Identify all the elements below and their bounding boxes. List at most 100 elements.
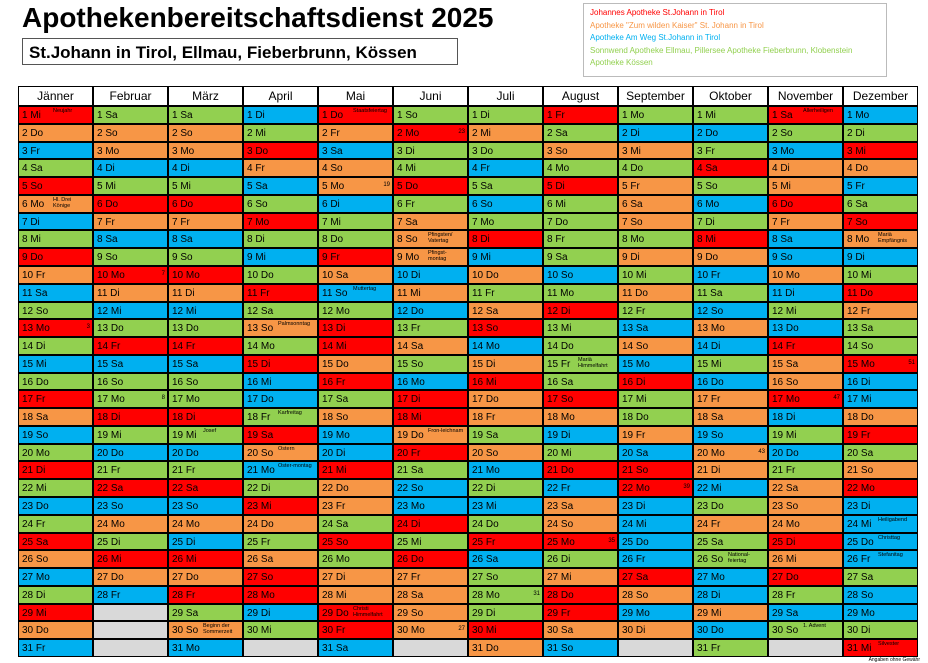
day-cell: 8 Di: [468, 230, 543, 249]
day-cell: 3 Sa: [318, 141, 393, 160]
day-cell: 11 Fr: [468, 283, 543, 302]
day-label: 27 Di: [322, 572, 346, 584]
day-label: 4 Di: [172, 163, 190, 175]
day-label: 27 Sa: [847, 572, 874, 584]
day-cell: 9 So: [93, 248, 168, 266]
day-cell: 20 Di: [318, 443, 393, 462]
day-label: 17 Fr: [697, 394, 721, 406]
day-cell: 26 Do: [393, 550, 468, 569]
day-cell: 19 Mi: [93, 425, 168, 444]
day-cell: 28 Fr: [168, 585, 243, 604]
day-label: 9 Di: [622, 252, 640, 264]
day-label: 12 So: [697, 305, 724, 317]
day-label: 11 Fr: [247, 287, 270, 299]
day-cell: 9 Mi: [468, 248, 543, 266]
month-header: August: [543, 86, 618, 106]
day-cell: 21 Sa: [393, 461, 468, 480]
day-cell: 17 Di: [393, 390, 468, 409]
day-label: 1 Fr: [547, 110, 565, 121]
day-label: 27 Mi: [547, 572, 572, 584]
day-label: 4 Mi: [397, 163, 416, 175]
day-label: 6 Mo: [22, 198, 45, 210]
day-label: 6 Di: [322, 198, 340, 210]
day-cell: 17 Mi: [843, 390, 918, 409]
day-cell: 12 So: [693, 301, 768, 320]
day-label: 1 Sa: [97, 110, 118, 121]
day-cell: 15 Do: [318, 354, 393, 373]
day-cell: 7 Sa: [393, 212, 468, 231]
day-label: 15 Mi: [22, 358, 47, 370]
day-label: 25 Fr: [247, 536, 271, 548]
day-label: 16 Sa: [547, 376, 574, 388]
day-cell: 11 Mi: [393, 283, 468, 302]
day-label: 5 Sa: [247, 181, 268, 193]
day-cell: 5 Di: [543, 177, 618, 195]
day-cell: 5 So: [693, 177, 768, 195]
day-label: 21 Di: [22, 465, 46, 477]
day-label: 23 So: [97, 501, 124, 513]
day-label: 18 Mo: [547, 412, 575, 424]
day-cell: 11 Fr: [243, 283, 318, 302]
day-cell: 25 Sa: [693, 532, 768, 551]
day-cell: 29 Mi: [18, 603, 93, 622]
day-cell: 27 Do: [768, 568, 843, 586]
day-label: 20 Mi: [547, 447, 572, 459]
day-label: 28 Do: [547, 589, 574, 601]
day-label: 25 Do: [622, 536, 649, 548]
day-label: 24 Di: [397, 518, 421, 530]
day-label: 11 Do: [847, 287, 873, 299]
day-label: 27 Fr: [397, 572, 421, 584]
day-cell: 9 Di: [843, 248, 918, 266]
day-cell: 5 Sa: [243, 177, 318, 195]
day-cell: 10 Mo: [168, 265, 243, 284]
day-label: 7 Mi: [322, 216, 341, 228]
empty-cell: [618, 639, 693, 657]
day-label: 30 Mo: [397, 625, 425, 637]
day-cell: 21 Mo: [468, 461, 543, 480]
footer: Angaben ohne Gewähr: [868, 657, 920, 663]
day-label: 13 Sa: [847, 323, 874, 335]
day-cell: 12 So: [18, 301, 93, 320]
day-label: 6 Do: [172, 198, 194, 210]
day-label: 17 Sa: [322, 394, 349, 406]
day-cell: 22 Mo: [843, 479, 918, 498]
day-cell: 30 Di: [618, 621, 693, 640]
day-cell: 23 Di: [843, 497, 918, 515]
day-cell: 20 Sa: [843, 443, 918, 462]
day-label: 2 Mo: [397, 127, 420, 139]
day-cell: 12 Fr: [843, 301, 918, 320]
holiday-note: National-feiertag: [728, 552, 751, 565]
day-cell: 10 Mo 7: [93, 265, 168, 284]
day-cell: 4 Mo: [543, 159, 618, 178]
day-cell: 16 Mi: [243, 372, 318, 391]
day-label: 24 Sa: [322, 518, 349, 530]
day-cell: 22 Do: [318, 479, 393, 498]
day-cell: 23 Di: [618, 497, 693, 515]
day-cell: 6 Do: [768, 194, 843, 213]
day-label: 22 Sa: [772, 483, 799, 495]
holiday-note: Karfreitag: [278, 410, 302, 417]
day-cell: 8 Mi: [693, 230, 768, 249]
day-cell: 1 Fr: [543, 106, 618, 124]
day-cell: 25 Mi: [393, 532, 468, 551]
day-label: 1 Di: [472, 110, 490, 121]
day-label: 15 Sa: [97, 358, 124, 370]
day-label: 21 Do: [547, 465, 574, 477]
day-label: 11 Mo: [547, 287, 575, 299]
day-label: 28 Di: [697, 589, 721, 601]
day-cell: 28 So: [618, 585, 693, 604]
day-cell: 23 Fr: [318, 497, 393, 515]
day-label: 19 Di: [547, 429, 571, 441]
day-label: 19 So: [697, 429, 724, 441]
day-label: 23 Mi: [472, 501, 497, 513]
day-label: 7 Do: [547, 216, 569, 228]
day-label: 14 Mo: [472, 341, 500, 353]
day-label: 6 Sa: [847, 198, 868, 210]
day-cell: 17 Mo: [168, 390, 243, 409]
day-cell: 2 So: [168, 123, 243, 142]
day-cell: 16 Fr: [318, 372, 393, 391]
day-label: 5 Do: [397, 181, 419, 193]
legend-entry: Apotheke "Zum wilden Kaiser" St. Johann …: [590, 20, 764, 30]
month-header: Juli: [468, 86, 543, 106]
